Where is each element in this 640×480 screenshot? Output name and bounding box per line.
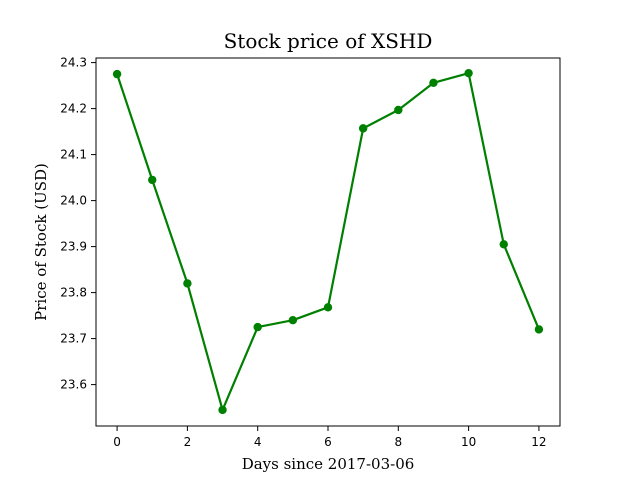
- data-point: [429, 78, 438, 88]
- series-layer: [112, 68, 544, 415]
- y-tick-label: 23.6: [60, 378, 87, 392]
- series-line: [116, 72, 540, 411]
- x-axis: 0 2 4 6 8 10 12: [113, 426, 547, 449]
- data-point: [148, 175, 157, 185]
- data-point: [323, 303, 333, 312]
- x-tick-label: 2: [184, 435, 192, 449]
- chart-title: Stock price of XSHD: [224, 29, 433, 53]
- data-point: [534, 325, 544, 334]
- x-tick-label: 6: [324, 435, 332, 449]
- x-tick-label: 10: [461, 435, 476, 449]
- y-tick-label: 23.9: [60, 240, 87, 254]
- y-tick-label: 24.3: [60, 56, 87, 70]
- data-point: [288, 316, 298, 325]
- data-point: [253, 322, 262, 332]
- data-point: [218, 405, 227, 415]
- y-tick-label: 24.0: [60, 194, 87, 208]
- y-axis-label: Price of Stock (USD): [32, 163, 50, 321]
- x-axis-label: Days since 2017-03-06: [242, 455, 415, 473]
- x-tick-label: 0: [113, 435, 121, 449]
- data-point: [112, 69, 122, 79]
- x-tick-label: 4: [254, 435, 262, 449]
- data-point: [394, 105, 403, 115]
- data-point: [464, 68, 473, 78]
- y-axis: 23.6 23.7 23.8 23.9 24.0 24.1 24.2 24.3: [60, 56, 96, 392]
- data-point: [183, 279, 192, 288]
- x-tick-label: 8: [394, 435, 402, 449]
- y-tick-label: 23.7: [60, 332, 87, 346]
- y-tick-label: 23.8: [60, 286, 87, 300]
- y-tick-label: 24.1: [60, 148, 87, 162]
- data-point: [358, 124, 368, 133]
- plot-frame: [95, 57, 561, 427]
- x-tick-label: 12: [531, 435, 546, 449]
- data-point: [499, 240, 508, 249]
- y-tick-label: 24.2: [60, 102, 87, 116]
